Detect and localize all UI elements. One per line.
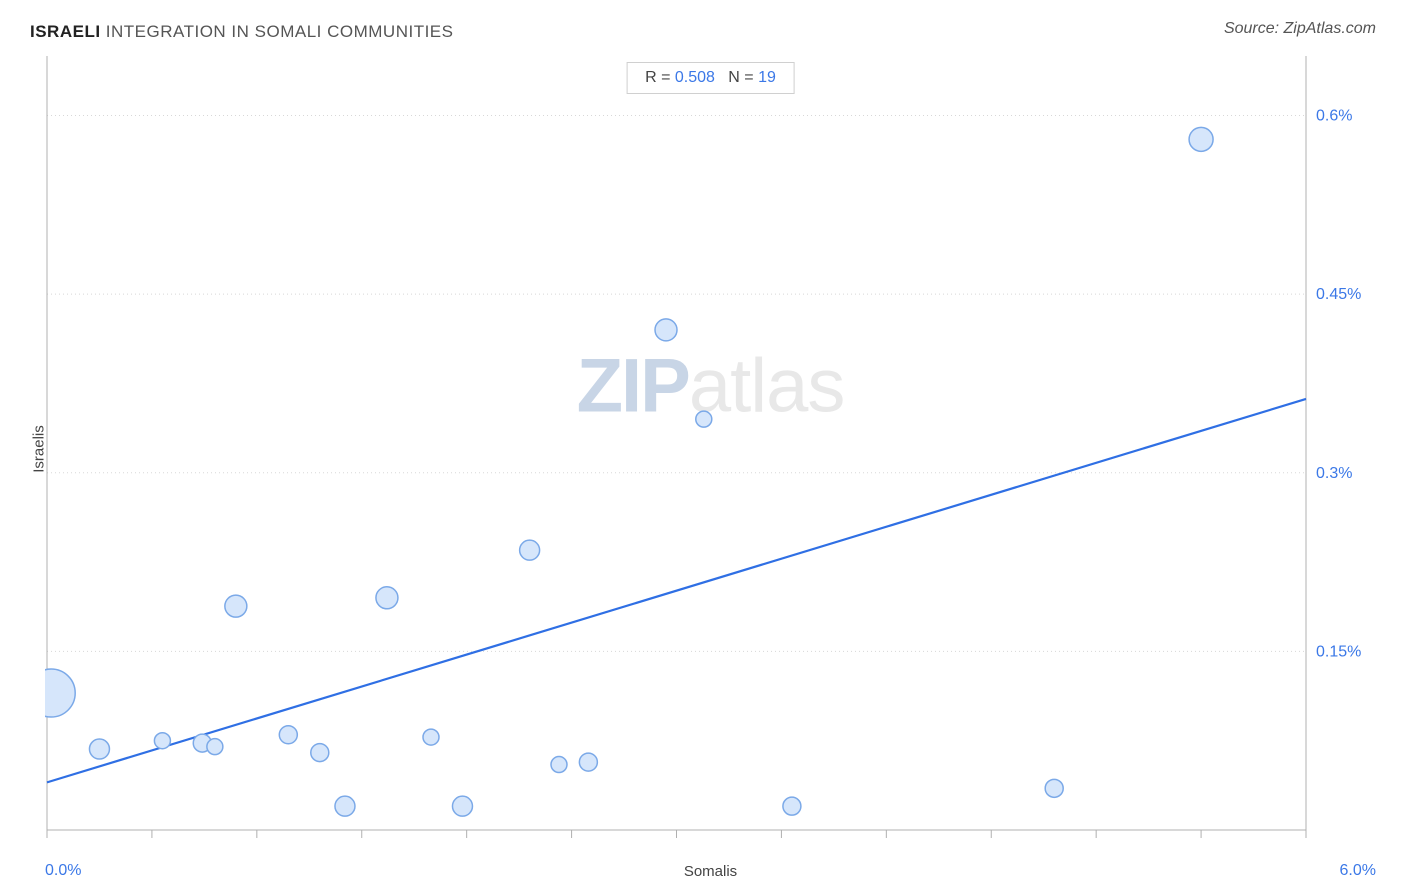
n-label: N = [728,69,758,86]
svg-text:0.15%: 0.15% [1316,643,1361,660]
svg-text:0.6%: 0.6% [1316,108,1352,125]
chart-area: R = 0.508 N = 19 ZIPatlas Israelis Somal… [45,56,1376,842]
r-value: 0.508 [675,69,715,86]
scatter-plot: 0.15% 0.3% 0.45% 0.6% [45,56,1376,842]
svg-text:0.45%: 0.45% [1316,286,1361,303]
x-min-label: 0.0% [45,862,81,880]
r-label: R = [645,69,675,86]
title-bold: ISRAELI [30,22,101,41]
x-axis-label: Somalis [684,863,737,880]
source-label: Source: ZipAtlas.com [1224,20,1376,38]
x-max-label: 6.0% [1340,862,1376,880]
n-value: 19 [758,69,776,86]
chart-container: ISRAELI INTEGRATION IN SOMALI COMMUNITIE… [0,0,1406,892]
chart-title: ISRAELI INTEGRATION IN SOMALI COMMUNITIE… [30,22,454,42]
svg-text:0.3%: 0.3% [1316,465,1352,482]
stats-box: R = 0.508 N = 19 [626,62,795,94]
title-rest: INTEGRATION IN SOMALI COMMUNITIES [101,22,454,41]
